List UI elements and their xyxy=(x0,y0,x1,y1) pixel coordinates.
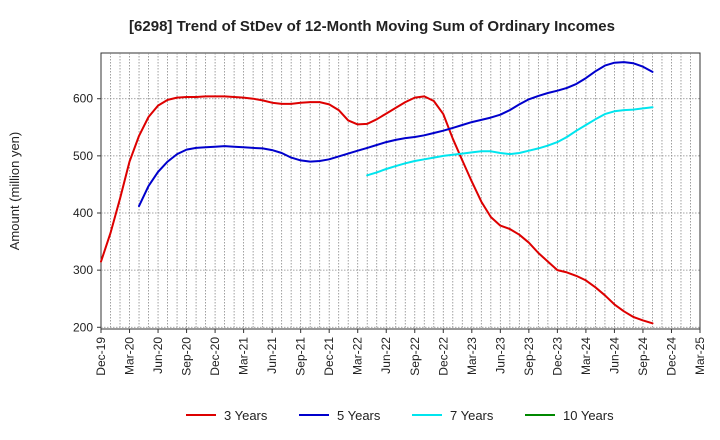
series-line-3-years xyxy=(100,95,654,325)
x-tick-label: Jun-23 xyxy=(493,337,507,374)
x-tick-label: Dec-21 xyxy=(322,337,336,376)
x-tick-label: Mar-21 xyxy=(237,337,251,375)
y-tick-label: 600 xyxy=(73,92,93,106)
y-axis-ticks: 200 300 400 500 600 xyxy=(73,92,101,334)
legend-label-5-years: 5 Years xyxy=(337,408,381,423)
x-tick-label: Sep-20 xyxy=(180,337,194,376)
x-tick-label: Mar-24 xyxy=(579,337,593,375)
legend-label-10-years: 10 Years xyxy=(563,408,614,423)
x-tick-label: Mar-23 xyxy=(465,337,479,375)
x-tick-label: Mar-22 xyxy=(351,337,365,375)
y-axis-label: Amount (million yen) xyxy=(7,132,22,251)
x-tick-label: Mar-20 xyxy=(123,337,137,375)
x-tick-label: Jun-22 xyxy=(379,337,393,374)
series-line-7-years xyxy=(366,106,654,177)
x-tick-label: Sep-21 xyxy=(294,337,308,376)
x-tick-label: Jun-21 xyxy=(265,337,279,374)
x-tick-label: Sep-23 xyxy=(522,337,536,376)
x-tick-label: Mar-25 xyxy=(693,337,707,375)
series-line-5-years xyxy=(138,61,654,208)
x-tick-label: Sep-22 xyxy=(408,337,422,376)
x-axis-ticks: Dec-19 Mar-20 Jun-20 Sep-20 Dec-20 Mar-21 Jun-… xyxy=(94,329,707,376)
legend-label-7-years: 7 Years xyxy=(450,408,494,423)
y-tick-label: 400 xyxy=(73,206,93,220)
plot-frame xyxy=(100,52,701,330)
y-tick-label: 500 xyxy=(73,149,93,163)
series-layer xyxy=(100,61,654,325)
chart-title: [6298] Trend of StDev of 12-Month Moving… xyxy=(129,18,615,35)
x-tick-label: Sep-24 xyxy=(636,337,650,376)
y-tick-label: 300 xyxy=(73,263,93,277)
x-tick-label: Dec-24 xyxy=(664,337,678,376)
x-tick-label: Dec-22 xyxy=(436,337,450,376)
x-tick-label: Jun-24 xyxy=(607,337,621,374)
plot-area xyxy=(100,52,701,330)
x-tick-label: Dec-23 xyxy=(550,337,564,376)
y-tick-label: 200 xyxy=(73,320,93,334)
grid xyxy=(101,53,700,329)
legend-label-3-years: 3 Years xyxy=(224,408,268,423)
legend: 3 Years 5 Years 7 Years 10 Years xyxy=(186,408,614,423)
x-tick-label: Dec-19 xyxy=(94,337,108,376)
x-tick-label: Jun-20 xyxy=(151,337,165,374)
x-tick-label: Dec-20 xyxy=(208,337,222,376)
